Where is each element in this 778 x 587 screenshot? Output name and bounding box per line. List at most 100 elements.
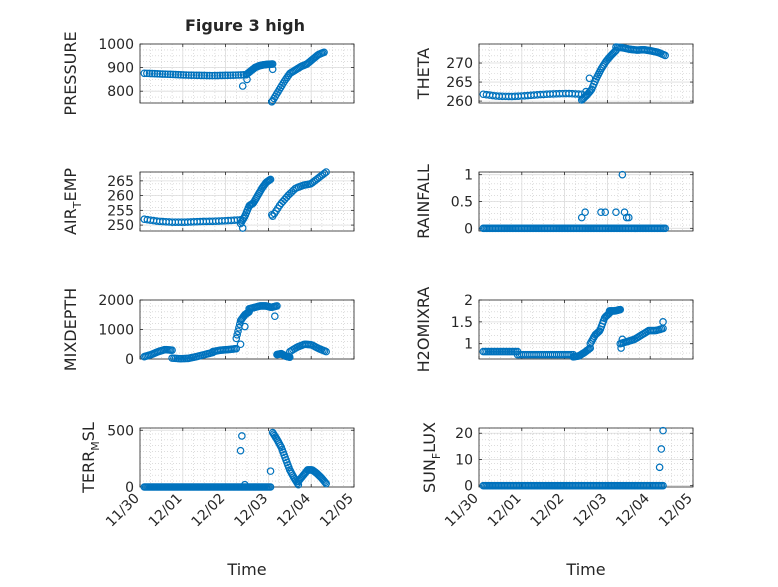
data-point — [197, 71, 206, 80]
data-point — [174, 70, 183, 79]
y-axis-label: PRESSURE — [61, 31, 80, 115]
data-point — [163, 70, 172, 79]
data-point — [143, 69, 151, 78]
data-point — [166, 70, 175, 79]
y-label-main: TERR — [79, 451, 98, 494]
data-point — [618, 170, 627, 179]
data-point — [211, 71, 219, 80]
data-point — [145, 69, 154, 78]
data-point — [659, 318, 667, 326]
data-point — [208, 71, 216, 80]
y-tick-label: 255 — [107, 203, 134, 219]
data-point — [148, 69, 156, 78]
data-point — [221, 71, 230, 80]
y-tick-label: 260 — [107, 189, 134, 205]
data-point — [581, 208, 589, 217]
data-point — [236, 446, 245, 455]
y-axis-label: SUNFLUX — [420, 422, 443, 493]
panel-mixdepth: 0 1000 2000 MIXDEPTH — [61, 288, 355, 371]
data-point — [179, 71, 188, 79]
data-point — [205, 71, 214, 80]
y-tick-label: 1.5 — [451, 315, 473, 331]
data-point — [322, 347, 330, 356]
data-point — [236, 340, 245, 349]
data-point — [213, 71, 222, 80]
data-point — [661, 224, 669, 233]
y-axis-label: TERRMSL — [79, 422, 102, 494]
y-axis-label: AIRTEMP — [61, 168, 84, 235]
data-point — [321, 478, 329, 487]
data-point — [622, 213, 631, 222]
data-point — [229, 71, 237, 79]
y-tick-label: 10 — [455, 452, 473, 468]
data-point — [597, 208, 605, 217]
data-point — [577, 213, 586, 222]
data-point — [195, 71, 203, 80]
data-point — [322, 168, 330, 176]
data-point — [320, 169, 329, 178]
data-point — [585, 74, 594, 83]
data-point — [659, 481, 667, 490]
data-point — [661, 51, 669, 60]
x-tick-label: 12/02 — [528, 491, 568, 531]
y-tick-label: 0 — [125, 480, 134, 496]
x-tick-label: 12/01 — [485, 491, 525, 531]
data-point — [659, 426, 667, 435]
data-point — [150, 69, 159, 78]
y-tick-label: 900 — [107, 61, 134, 77]
data-point — [266, 175, 275, 184]
panel-sun_flux: 0 10 20 11/30 12/01 12/02 12/03 12/04 12/05 Time S… — [420, 422, 696, 579]
x-axis-label: Time — [226, 560, 266, 579]
data-point — [233, 331, 241, 339]
panel-rainfall: 0 0.5 1 RAINFALL — [414, 164, 694, 239]
data-point — [585, 345, 593, 353]
data-point — [268, 210, 276, 219]
x-tick-label: 12/05 — [656, 491, 696, 531]
data-point — [184, 71, 193, 79]
data-point — [322, 479, 330, 488]
x-tick-label: 12/04 — [274, 490, 314, 530]
data-point — [232, 334, 241, 343]
data-point — [243, 75, 251, 84]
data-point — [231, 71, 240, 79]
y-tick-label: 1 — [464, 168, 473, 184]
y-tick-label: 1000 — [98, 37, 134, 53]
y-tick-label: 250 — [107, 218, 134, 234]
x-tick-label: 11/30 — [442, 491, 482, 531]
figure-title: Figure 3 high — [185, 16, 305, 35]
y-tick-label: 20 — [455, 426, 473, 442]
data-point — [168, 346, 176, 354]
y-label-rest: SL — [79, 422, 98, 441]
data-point — [234, 327, 242, 336]
y-label-main: H2OMIXRA — [414, 287, 433, 373]
y-axis-label: THETA — [414, 48, 433, 100]
data-point — [192, 71, 201, 80]
axes-box — [478, 43, 694, 104]
data-point — [171, 70, 180, 79]
y-label-subscript: M — [89, 441, 102, 451]
data-point — [153, 70, 162, 78]
data-point — [190, 71, 198, 80]
x-tick-label: 12/02 — [189, 491, 229, 531]
y-tick-label: 270 — [446, 56, 473, 72]
data-point — [271, 312, 279, 321]
data-point — [241, 480, 249, 489]
x-tick-label: 12/01 — [146, 491, 186, 531]
y-label-main: AIR — [61, 208, 80, 235]
y-tick-label: 1000 — [98, 323, 134, 339]
panel-theta: 260 265 270 THETA — [414, 43, 694, 110]
y-axis-label: MIXDEPTH — [61, 288, 80, 371]
panel-terr_msl: 0 500 11/30 12/01 12/02 12/03 12/04 12/05 Time TE… — [79, 422, 357, 579]
y-axis-label: H2OMIXRA — [414, 287, 433, 373]
y-axis-label: RAINFALL — [414, 164, 433, 239]
data-point — [216, 71, 224, 80]
y-tick-label: 0 — [125, 352, 134, 368]
data-point — [266, 483, 275, 491]
y-tick-label: 500 — [107, 423, 134, 439]
x-tick-label: 12/04 — [613, 490, 653, 530]
y-label-main: SUN — [420, 459, 439, 493]
y-tick-label: 265 — [446, 75, 473, 91]
y-tick-label: 0.5 — [451, 195, 473, 211]
